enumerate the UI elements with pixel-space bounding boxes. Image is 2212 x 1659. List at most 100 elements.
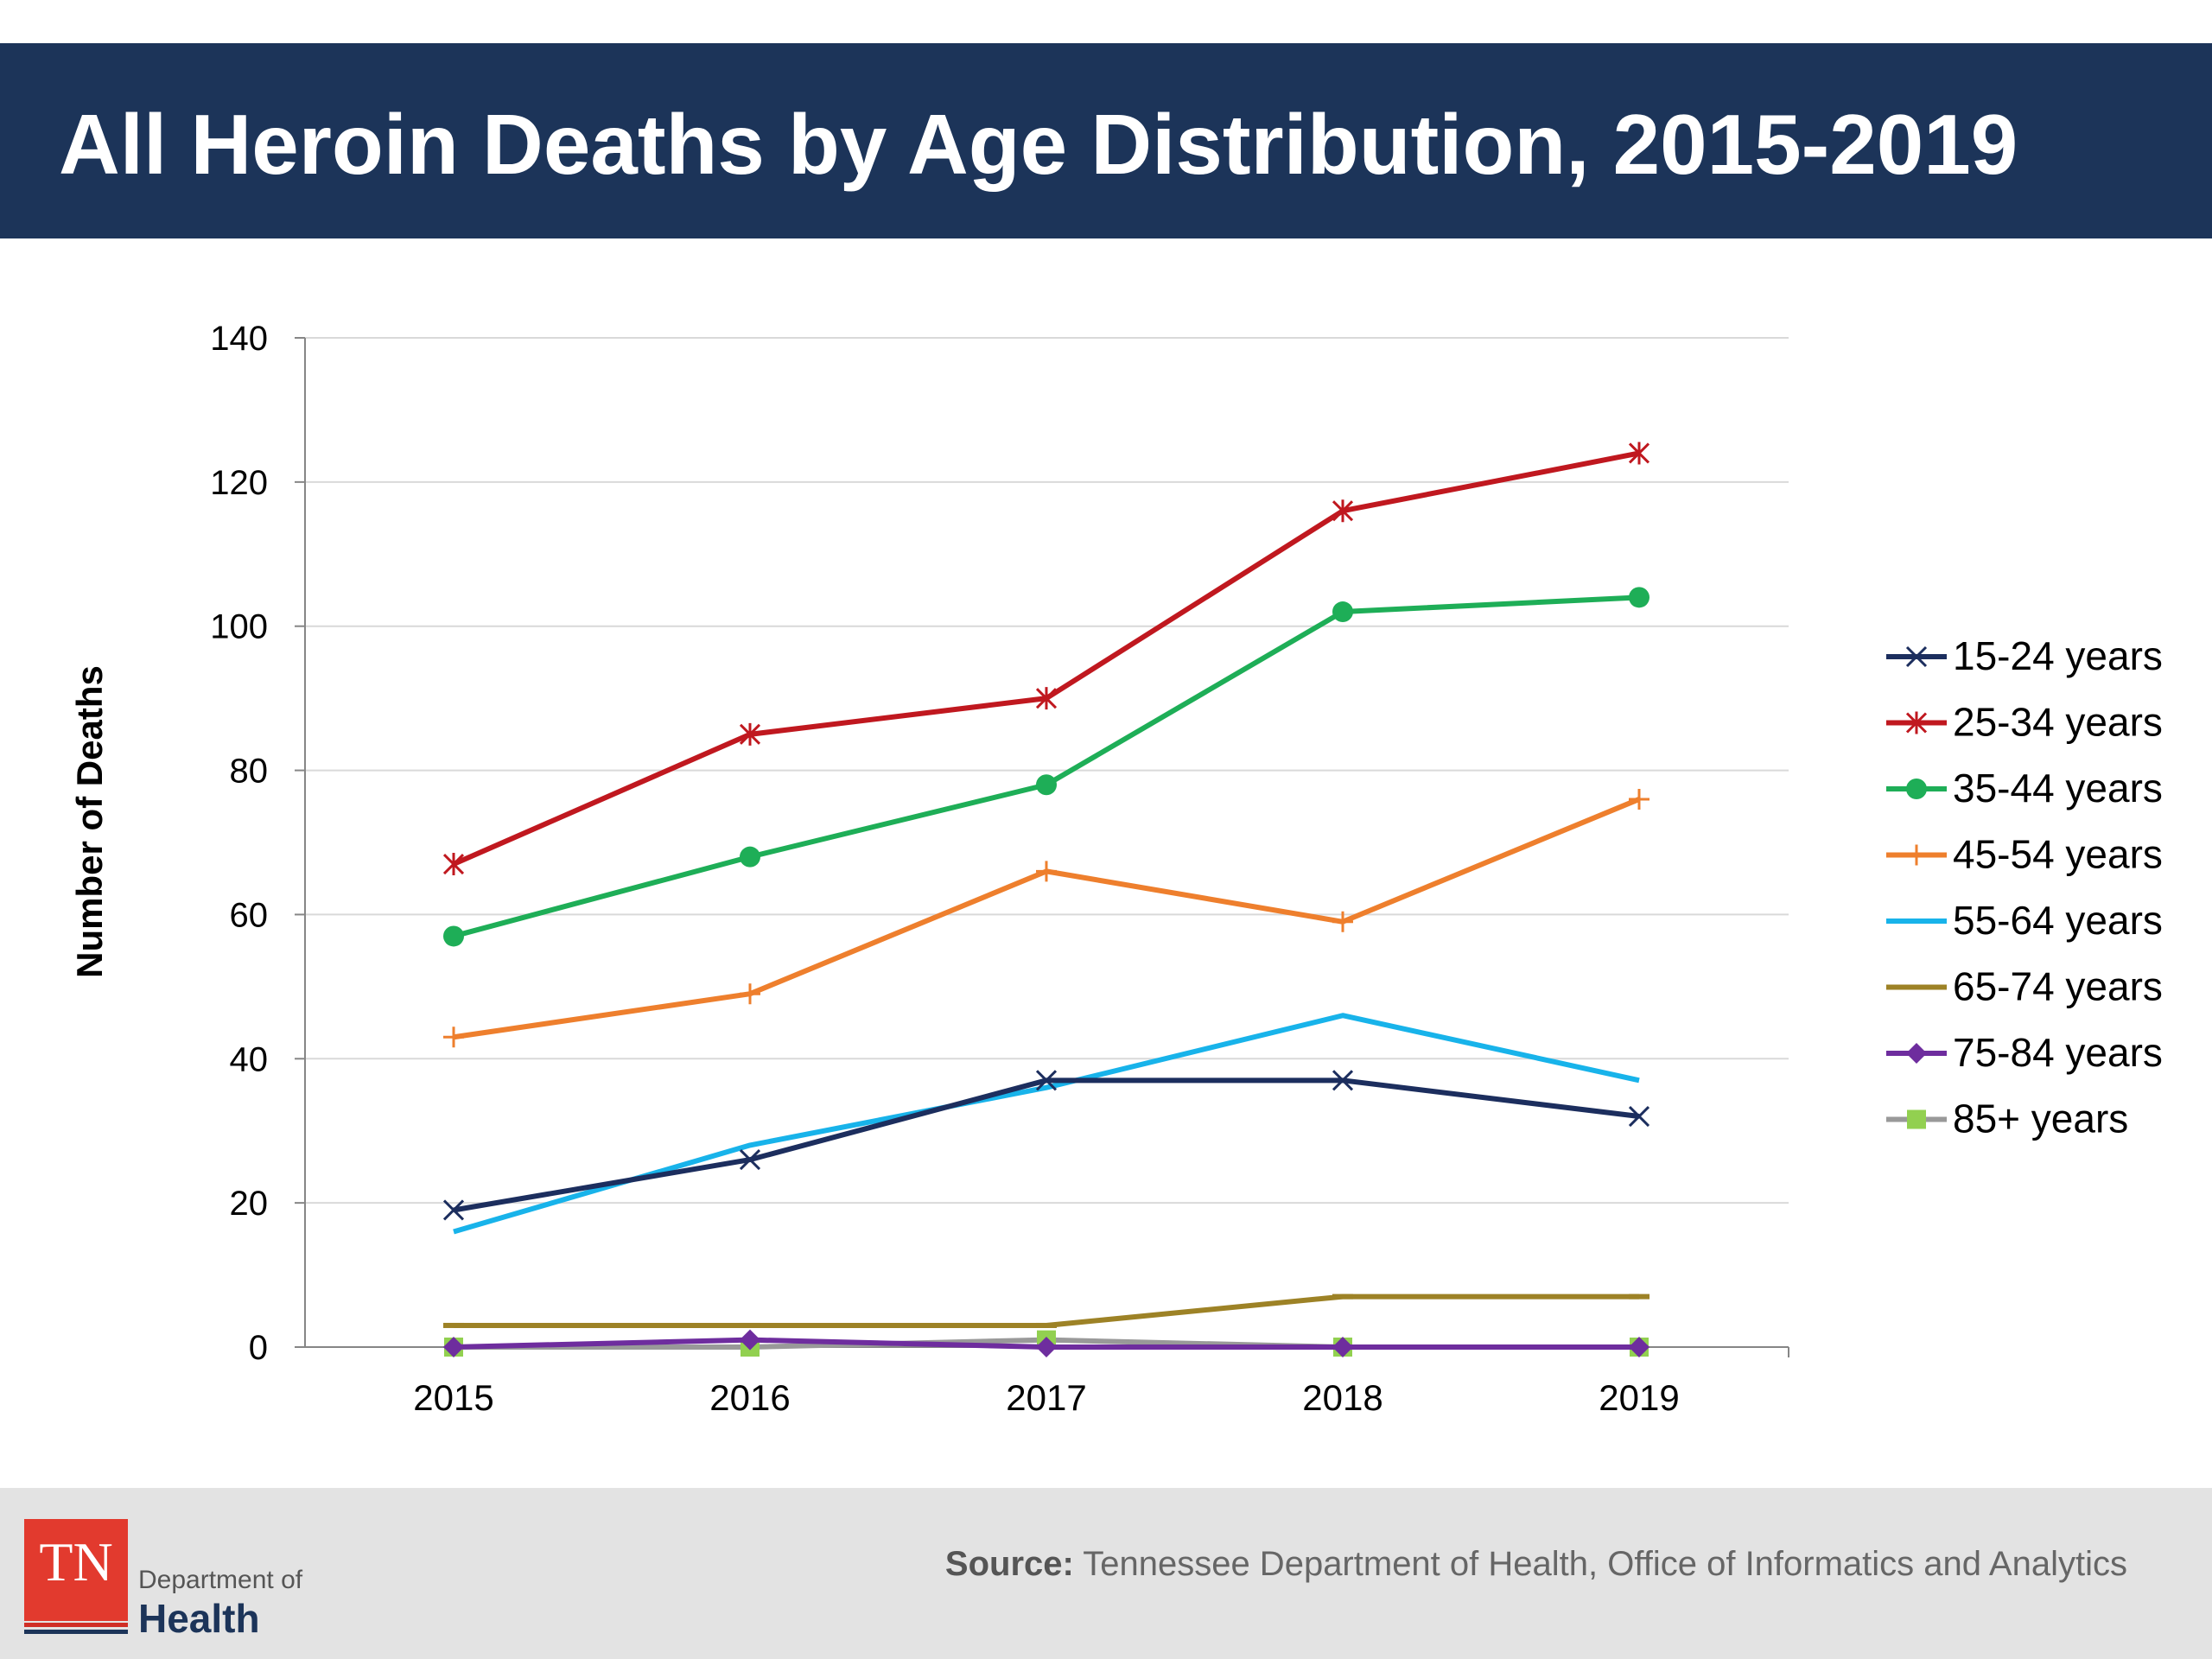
data-point (1332, 601, 1353, 623)
marker-shape (442, 1199, 465, 1221)
marker-shape (1035, 1070, 1058, 1091)
x-tick-label: 2017 (1006, 1377, 1086, 1418)
legend-label: 45-54 years (1953, 832, 2163, 877)
logo-rule-navy (24, 1630, 128, 1634)
marker-shape (1629, 587, 1649, 608)
legend-marker (1905, 645, 1928, 668)
tn-logo (24, 1519, 128, 1621)
marker-shape (1628, 1105, 1650, 1128)
data-point (1332, 1070, 1354, 1091)
data-point (740, 846, 760, 868)
marker-shape (739, 1149, 761, 1171)
marker-shape (442, 853, 465, 876)
data-point (740, 1329, 760, 1351)
data-point (1035, 1070, 1058, 1091)
legend-label: 25-34 years (1953, 700, 2163, 745)
series-15-24-years (442, 1070, 1650, 1221)
x-tick-label: 2019 (1599, 1377, 1679, 1418)
marker-shape (740, 1322, 760, 1328)
source-label: Source: (944, 1545, 1074, 1583)
logo-rule-red (24, 1623, 128, 1627)
marker-shape (1036, 1337, 1057, 1357)
data-point (443, 1322, 464, 1328)
data-point (1036, 1337, 1057, 1357)
legend-item: 45-54 years (1886, 832, 2163, 877)
data-point (739, 722, 761, 746)
y-tick-label: 60 (230, 896, 269, 934)
marker-shape (1905, 711, 1928, 734)
y-tick-label: 140 (210, 320, 268, 358)
data-point (442, 853, 465, 876)
data-point (443, 1337, 464, 1357)
marker-shape (1036, 1322, 1057, 1328)
data-point (443, 925, 464, 947)
marker-shape (443, 1337, 464, 1357)
marker-shape (443, 1322, 464, 1328)
data-point (1036, 1322, 1057, 1328)
marker-shape (1629, 788, 1649, 810)
legend-label: 85+ years (1953, 1096, 2128, 1141)
legend-label: 35-44 years (1953, 766, 2163, 810)
series-65-74-years (443, 1294, 1649, 1328)
marker-shape (1036, 861, 1057, 882)
data-point (1036, 861, 1057, 882)
series-line (453, 797, 1641, 1040)
marker-shape (1906, 984, 1927, 990)
data-point (1629, 587, 1649, 608)
data-point (1332, 1294, 1353, 1300)
data-point (1628, 442, 1650, 465)
legend-label: 65-74 years (1953, 964, 2163, 1009)
legend-item: 35-44 years (1886, 766, 2163, 810)
marker-shape (1906, 779, 1927, 799)
marker-shape (1035, 687, 1058, 710)
x-tick-label: 2018 (1302, 1377, 1382, 1418)
y-tick-label: 80 (230, 753, 269, 791)
marker-shape (1629, 1337, 1649, 1357)
marker-shape (740, 846, 760, 868)
page-title: All Heroin Deaths by Age Distribution, 2… (59, 97, 2018, 192)
data-point (1035, 687, 1058, 710)
y-tick-label: 120 (210, 464, 268, 502)
series-line (454, 1294, 1639, 1328)
marker-shape (1629, 1294, 1649, 1300)
marker-shape (739, 722, 761, 746)
legend-label: 75-84 years (1953, 1030, 2163, 1075)
title-banner (0, 43, 2212, 238)
legend-item: 85+ years (1886, 1096, 2128, 1141)
marker-shape (1036, 774, 1057, 796)
legend-marker (1907, 1109, 1926, 1129)
marker-shape (1332, 1337, 1353, 1357)
legend-marker (1906, 779, 1927, 799)
series-35-44-years (443, 587, 1649, 947)
marker-shape (443, 925, 464, 947)
x-tick-label: 2015 (413, 1377, 493, 1418)
marker-shape (1906, 1043, 1927, 1064)
data-point (740, 1322, 760, 1328)
data-point (1629, 1294, 1649, 1300)
y-tick-label: 0 (249, 1329, 268, 1367)
data-point (443, 1027, 464, 1048)
marker-shape (1906, 844, 1927, 866)
data-point (1628, 1105, 1650, 1128)
y-tick-label: 40 (230, 1040, 269, 1078)
legend-item: 65-74 years (1886, 964, 2163, 1009)
logo-health-text: Health (138, 1596, 260, 1641)
marker-shape (1628, 442, 1650, 465)
legend-item: 75-84 years (1886, 1030, 2163, 1075)
series-25-34-years (442, 442, 1650, 876)
y-tick-label: 20 (230, 1185, 269, 1223)
y-axis-title: Number of Deaths (69, 665, 110, 978)
logo-department-text: Department of (138, 1566, 303, 1594)
data-point (1332, 911, 1353, 932)
marker-shape (1332, 499, 1354, 523)
marker-shape (740, 1329, 760, 1351)
series-line (452, 450, 1640, 867)
marker-shape (443, 1027, 464, 1048)
marker-shape (1332, 911, 1353, 932)
legend-label: 15-24 years (1953, 633, 2163, 678)
legend-item: 15-24 years (1886, 633, 2163, 678)
series-75-84-years (443, 1329, 1649, 1357)
data-point (740, 983, 760, 1005)
series-line (453, 1013, 1640, 1235)
